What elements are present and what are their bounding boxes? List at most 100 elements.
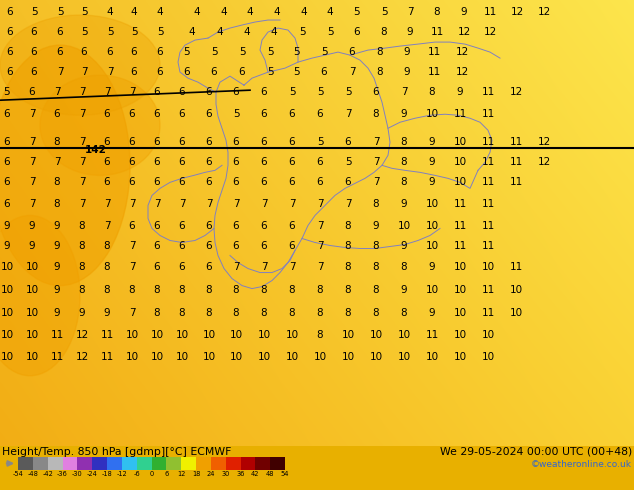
Text: 8: 8 (261, 285, 268, 294)
Text: 9: 9 (461, 7, 467, 17)
Text: -54: -54 (13, 471, 23, 477)
Text: 42: 42 (251, 471, 259, 477)
Text: 6: 6 (261, 109, 268, 119)
Text: 8: 8 (288, 308, 295, 318)
Text: 11: 11 (481, 157, 495, 167)
Text: 6: 6 (29, 87, 36, 97)
Text: 6: 6 (104, 109, 110, 119)
Text: 8: 8 (345, 221, 351, 231)
Text: 8: 8 (373, 262, 379, 271)
Text: 5: 5 (345, 157, 351, 167)
Text: 5: 5 (184, 47, 190, 57)
Text: 10: 10 (202, 352, 216, 362)
Text: 8: 8 (179, 285, 185, 294)
Text: 8: 8 (429, 87, 436, 97)
Text: 5: 5 (288, 87, 295, 97)
Bar (137, 457, 152, 470)
Text: 8: 8 (104, 285, 110, 294)
Text: 7: 7 (261, 199, 268, 209)
Text: 6: 6 (129, 157, 135, 167)
Text: 7: 7 (104, 221, 110, 231)
Text: 6: 6 (129, 109, 135, 119)
Text: 10: 10 (453, 330, 467, 340)
Text: 8: 8 (153, 308, 160, 318)
Text: 10: 10 (453, 308, 467, 318)
Bar (256, 457, 270, 470)
Text: 6: 6 (210, 67, 217, 77)
Text: 10: 10 (25, 352, 39, 362)
Text: 6: 6 (345, 137, 351, 147)
Text: 10: 10 (285, 330, 299, 340)
Text: 6: 6 (153, 137, 160, 147)
Text: 6: 6 (153, 221, 160, 231)
Text: 6: 6 (129, 137, 135, 147)
Text: 6: 6 (205, 262, 212, 271)
Text: 8: 8 (79, 221, 86, 231)
Text: 8: 8 (377, 67, 384, 77)
Bar (166, 457, 181, 470)
Text: 6: 6 (129, 177, 135, 187)
Text: 7: 7 (56, 67, 63, 77)
Text: 8: 8 (401, 137, 407, 147)
Text: 9: 9 (406, 27, 413, 37)
Text: 7: 7 (29, 177, 36, 187)
Text: 6: 6 (179, 177, 185, 187)
Text: 7: 7 (81, 67, 87, 77)
Text: 10: 10 (453, 157, 467, 167)
Text: 6: 6 (179, 137, 185, 147)
Text: 10: 10 (230, 352, 243, 362)
Bar (92, 457, 107, 470)
Text: 10: 10 (285, 352, 299, 362)
Text: 10: 10 (1, 352, 13, 362)
Text: 8: 8 (54, 177, 60, 187)
Text: 10: 10 (25, 308, 39, 318)
Bar (107, 457, 122, 470)
Text: 8: 8 (129, 285, 135, 294)
Text: 12: 12 (538, 7, 550, 17)
Text: 8: 8 (401, 308, 407, 318)
Text: -6: -6 (133, 471, 140, 477)
Text: 4: 4 (107, 7, 113, 17)
Text: 6: 6 (261, 157, 268, 167)
Text: 8: 8 (317, 330, 323, 340)
Text: 10: 10 (453, 352, 467, 362)
Text: 7: 7 (129, 262, 135, 271)
Text: 6: 6 (54, 109, 60, 119)
Text: 5: 5 (81, 27, 87, 37)
Text: 12: 12 (509, 87, 522, 97)
Text: 9: 9 (429, 137, 436, 147)
Text: 7: 7 (29, 109, 36, 119)
Text: 6: 6 (4, 157, 10, 167)
Text: 9: 9 (401, 285, 407, 294)
Text: 7: 7 (29, 137, 36, 147)
Text: 7: 7 (205, 199, 212, 209)
Bar (18, 457, 33, 470)
Text: 6: 6 (107, 47, 113, 57)
Text: 6: 6 (205, 157, 212, 167)
Text: 7: 7 (104, 87, 110, 97)
Text: 9: 9 (54, 285, 60, 294)
Bar (270, 457, 285, 470)
Text: 6: 6 (56, 47, 63, 57)
Text: 11: 11 (100, 330, 113, 340)
Text: -24: -24 (87, 471, 98, 477)
Text: 4: 4 (301, 7, 307, 17)
Text: 8: 8 (79, 285, 86, 294)
Text: 5: 5 (238, 47, 245, 57)
Text: 6: 6 (104, 157, 110, 167)
Text: 6: 6 (205, 221, 212, 231)
Text: 7: 7 (349, 67, 355, 77)
Text: 7: 7 (233, 199, 239, 209)
Text: 12: 12 (455, 47, 469, 57)
Text: 5: 5 (30, 7, 37, 17)
Text: 6: 6 (233, 157, 239, 167)
Text: 6: 6 (4, 199, 10, 209)
Text: 11: 11 (453, 199, 467, 209)
Text: 10: 10 (1, 285, 13, 294)
Text: 6: 6 (81, 47, 87, 57)
Text: 10: 10 (453, 137, 467, 147)
Text: 10: 10 (202, 330, 216, 340)
Text: 8: 8 (373, 242, 379, 251)
Text: 6: 6 (129, 221, 135, 231)
Text: 6: 6 (233, 221, 239, 231)
